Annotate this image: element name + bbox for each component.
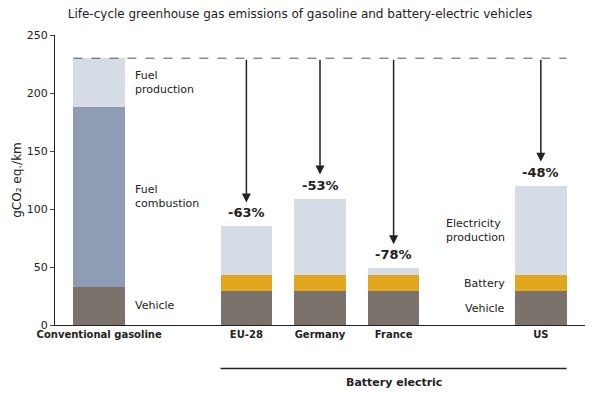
svg-text:250: 250 — [27, 29, 48, 42]
svg-text:Germany: Germany — [295, 329, 346, 340]
svg-text:100: 100 — [27, 203, 48, 216]
svg-text:150: 150 — [27, 145, 48, 158]
svg-text:200: 200 — [27, 87, 48, 100]
svg-text:-48%: -48% — [522, 165, 559, 180]
svg-text:Fuelproduction: Fuelproduction — [135, 69, 194, 96]
svg-text:France: France — [375, 329, 413, 340]
svg-text:Electricityproduction: Electricityproduction — [446, 217, 505, 244]
svg-text:EU-28: EU-28 — [230, 329, 263, 340]
svg-text:US: US — [533, 329, 548, 340]
svg-text:Life-cycle greenhouse gas emis: Life-cycle greenhouse gas emissions of g… — [68, 7, 533, 21]
svg-text:Battery: Battery — [464, 277, 505, 290]
svg-text:50: 50 — [34, 261, 48, 274]
svg-text:Vehicle: Vehicle — [135, 299, 175, 312]
svg-text:-63%: -63% — [228, 205, 265, 220]
svg-text:-78%: -78% — [375, 247, 412, 262]
svg-text:-53%: -53% — [302, 178, 339, 193]
svg-text:Battery electric: Battery electric — [346, 376, 442, 389]
svg-text:Vehicle: Vehicle — [465, 302, 505, 315]
svg-text:0: 0 — [41, 319, 48, 332]
svg-text:Conventional gasoline: Conventional gasoline — [37, 329, 162, 340]
svg-text:gCO₂ eq./km: gCO₂ eq./km — [10, 142, 24, 218]
svg-text:Fuelcombustion: Fuelcombustion — [135, 183, 199, 210]
